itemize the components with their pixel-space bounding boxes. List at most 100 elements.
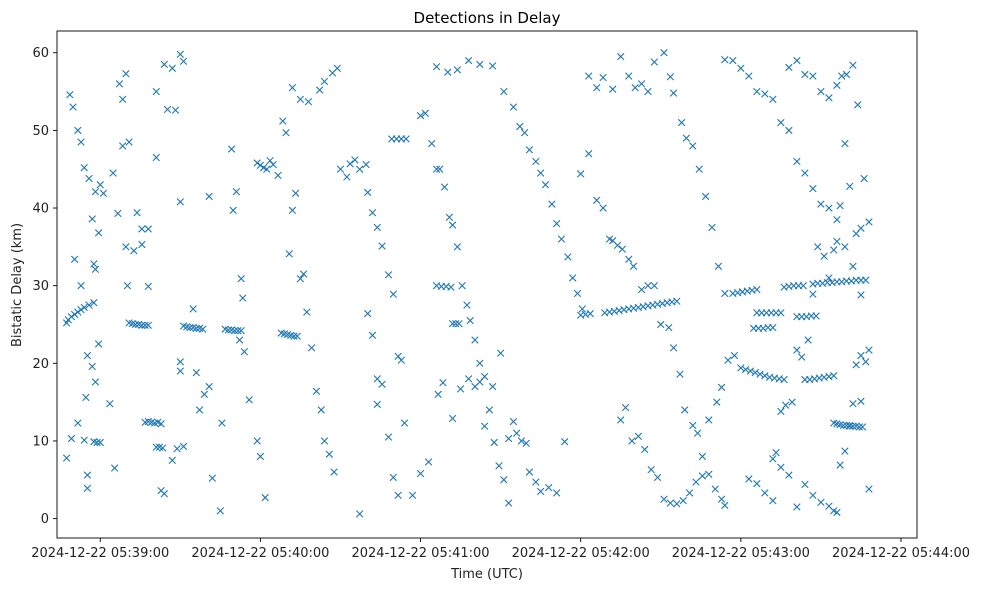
- data-point: [504, 499, 513, 507]
- data-point: [453, 243, 462, 251]
- data-point: [66, 90, 74, 99]
- data-point: [756, 370, 764, 378]
- data-point: [669, 344, 678, 352]
- data-point: [833, 215, 841, 224]
- data-point: [109, 169, 117, 177]
- data-point: [660, 49, 668, 57]
- data-point: [634, 432, 643, 440]
- data-point: [836, 202, 844, 210]
- data-point: [573, 289, 582, 298]
- data-point: [239, 294, 247, 302]
- data-point: [568, 274, 577, 282]
- data-point: [613, 241, 622, 249]
- data-point: [290, 332, 298, 340]
- data-point: [70, 255, 79, 263]
- data-point: [263, 165, 271, 173]
- data-point: [448, 320, 457, 328]
- data-point: [195, 406, 204, 414]
- data-point: [152, 153, 160, 162]
- data-point: [599, 73, 607, 82]
- data-point: [216, 507, 225, 515]
- data-point: [769, 323, 777, 332]
- data-point: [841, 139, 849, 148]
- data-point: [261, 493, 269, 502]
- data-point: [490, 438, 498, 447]
- data-point: [825, 94, 833, 102]
- data-point: [463, 301, 471, 309]
- data-point: [346, 160, 354, 168]
- data-point: [485, 406, 494, 414]
- data-point: [729, 56, 737, 65]
- data-point: [865, 346, 873, 354]
- data-point: [125, 138, 133, 146]
- y-tick-label: 0: [41, 512, 49, 527]
- data-point: [857, 397, 865, 406]
- data-point: [123, 281, 132, 290]
- data-point: [839, 421, 848, 430]
- data-point: [330, 468, 338, 476]
- data-point: [122, 243, 130, 251]
- data-point: [641, 445, 649, 454]
- data-point: [74, 308, 82, 316]
- data-point: [227, 145, 236, 153]
- data-point: [793, 157, 801, 166]
- data-point: [689, 421, 697, 430]
- data-point: [77, 281, 85, 290]
- data-point: [650, 58, 659, 66]
- data-point: [293, 332, 301, 340]
- data-point: [833, 81, 841, 90]
- data-point: [90, 260, 98, 268]
- data-point: [77, 306, 85, 314]
- data-point: [364, 309, 372, 318]
- data-point: [855, 423, 864, 431]
- data-point: [320, 437, 329, 445]
- data-point: [788, 398, 796, 406]
- data-point: [500, 476, 508, 484]
- data-point: [94, 340, 103, 348]
- data-point: [400, 419, 409, 427]
- data-point: [458, 281, 466, 290]
- data-point: [522, 439, 530, 447]
- data-point: [751, 368, 759, 377]
- data-point: [91, 265, 100, 274]
- data-point: [741, 365, 750, 374]
- data-point: [80, 436, 88, 444]
- x-tick-label: 2024-12-22 05:43:00: [672, 546, 810, 561]
- data-points: [62, 49, 873, 518]
- data-point: [440, 183, 449, 191]
- data-point: [777, 118, 785, 127]
- data-point: [91, 188, 100, 196]
- data-point: [737, 364, 745, 372]
- data-point: [152, 443, 160, 451]
- data-point: [384, 271, 393, 279]
- data-point: [159, 444, 167, 452]
- data-point: [144, 225, 152, 233]
- data-point: [516, 122, 524, 131]
- y-tick-label: 40: [32, 202, 49, 217]
- data-point: [282, 129, 290, 137]
- data-point: [67, 313, 76, 321]
- data-point: [753, 479, 761, 488]
- data-point: [235, 336, 244, 344]
- y-tick-label: 60: [32, 46, 49, 61]
- data-point: [448, 414, 457, 423]
- data-point: [804, 336, 812, 344]
- data-point: [288, 206, 297, 215]
- data-point: [496, 349, 505, 357]
- data-point: [650, 281, 659, 290]
- data-point: [205, 192, 213, 201]
- data-point: [416, 111, 425, 120]
- data-point: [160, 490, 168, 498]
- data-point: [676, 370, 684, 378]
- data-point: [237, 274, 245, 283]
- data-point: [849, 61, 857, 69]
- data-point: [291, 189, 300, 197]
- data-point: [394, 491, 402, 499]
- data-point: [833, 237, 841, 246]
- data-point: [476, 378, 484, 386]
- data-point: [772, 448, 780, 457]
- data-point: [673, 500, 681, 508]
- data-point: [585, 72, 593, 80]
- data-point: [799, 281, 807, 290]
